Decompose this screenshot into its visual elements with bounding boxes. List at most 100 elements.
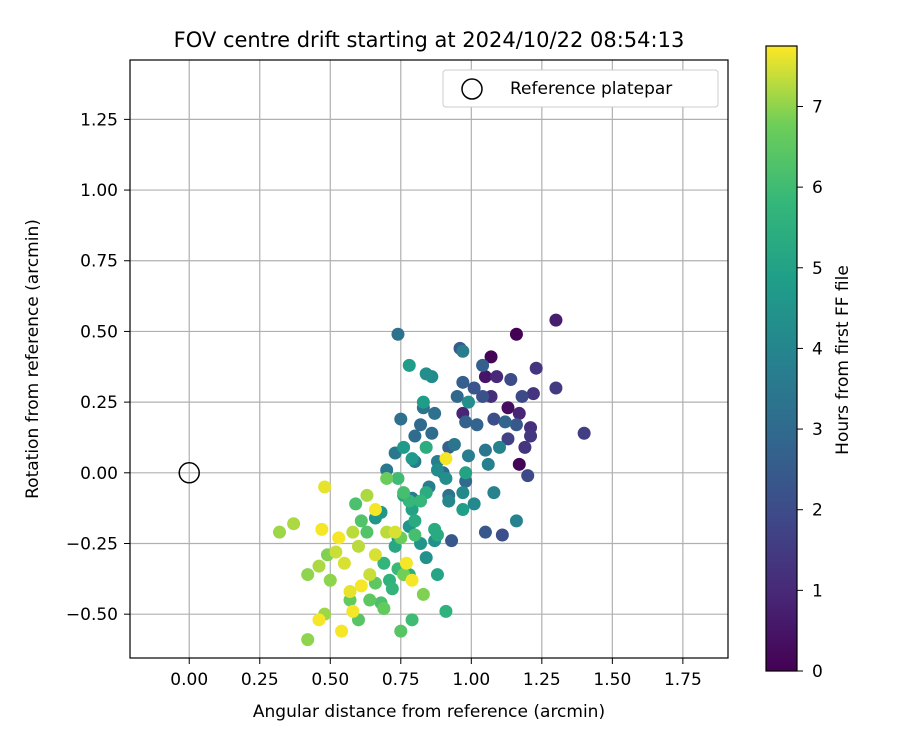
data-point — [335, 624, 349, 638]
legend[interactable]: Reference platepar — [442, 69, 719, 108]
data-point — [397, 486, 411, 500]
data-point — [445, 534, 459, 548]
data-point — [518, 440, 532, 454]
y-tick-label: −0.50 — [66, 605, 118, 625]
data-point — [529, 361, 543, 375]
plot-frame — [129, 59, 729, 659]
data-point — [419, 551, 433, 565]
data-point — [354, 579, 368, 593]
data-point — [459, 466, 473, 480]
data-point — [391, 327, 405, 341]
y-tick-label: 1.00 — [80, 181, 118, 201]
data-point — [456, 503, 470, 517]
data-point — [478, 443, 492, 457]
reference-marker — [178, 462, 200, 484]
data-point — [287, 517, 301, 531]
data-point — [498, 415, 512, 429]
data-point — [312, 613, 326, 627]
legend-reference-icon — [461, 78, 483, 100]
data-point — [450, 389, 464, 403]
data-point — [521, 469, 535, 483]
data-point — [515, 389, 529, 403]
data-point — [456, 375, 470, 389]
data-point — [439, 452, 453, 466]
data-point — [495, 528, 509, 542]
data-point — [354, 514, 368, 528]
y-tick-label: 0.00 — [80, 464, 118, 484]
data-point — [509, 327, 523, 341]
data-point — [467, 381, 481, 395]
data-point — [380, 471, 394, 485]
data-point — [332, 531, 346, 545]
data-point — [416, 587, 430, 601]
data-point — [414, 494, 428, 508]
data-point — [476, 358, 490, 372]
legend-entry-label: Reference platepar — [510, 79, 672, 99]
data-point — [405, 452, 419, 466]
data-point — [461, 449, 475, 463]
data-point — [419, 440, 433, 454]
data-point — [408, 514, 422, 528]
y-axis-label: Rotation from reference (arcmin) — [23, 219, 43, 499]
data-point — [329, 545, 343, 559]
x-tick-label: 1.50 — [593, 670, 631, 690]
data-point — [439, 604, 453, 618]
x-tick-label: 0.75 — [382, 670, 420, 690]
data-point — [487, 412, 501, 426]
data-point — [405, 573, 419, 587]
data-point — [414, 418, 428, 432]
colorbar-tick-label: 1 — [812, 581, 823, 601]
data-point — [493, 440, 507, 454]
data-point — [430, 463, 444, 477]
y-tick-label: 0.25 — [80, 393, 118, 413]
colorbar-ticks: 0 1 2 3 4 5 6 7 — [797, 97, 823, 682]
data-point — [470, 418, 484, 432]
data-point — [377, 556, 391, 570]
colorbar-tick-label: 5 — [812, 259, 823, 279]
data-point — [490, 370, 504, 384]
x-axis-label: Angular distance from reference (arcmin) — [253, 702, 605, 722]
data-point — [301, 633, 315, 647]
data-point — [512, 406, 526, 420]
data-point — [301, 568, 315, 582]
data-point — [512, 457, 526, 471]
x-tick-label: 1.75 — [664, 670, 702, 690]
data-point — [273, 525, 286, 539]
data-point — [408, 429, 422, 443]
data-point — [360, 488, 374, 502]
data-point — [476, 389, 490, 403]
data-point — [416, 395, 430, 409]
colorbar-label: Hours from first FF file — [833, 265, 853, 455]
data-point — [526, 387, 540, 401]
data-point — [397, 440, 411, 454]
data-point — [346, 604, 360, 618]
data-point — [447, 438, 461, 452]
data-point — [388, 525, 402, 539]
y-tick-label: 0.50 — [80, 322, 118, 342]
data-point — [419, 367, 433, 381]
data-point — [377, 602, 391, 616]
colorbar-tick-label: 6 — [812, 178, 823, 198]
data-point — [323, 573, 337, 587]
colorbar-tick-label: 3 — [812, 420, 823, 440]
data-point — [428, 406, 442, 420]
data-point — [402, 358, 416, 372]
colorbar-tick-label: 0 — [812, 662, 823, 682]
data-point — [363, 568, 377, 582]
data-point — [363, 593, 377, 607]
data-point — [315, 522, 329, 536]
data-point — [442, 494, 456, 508]
data-point — [425, 426, 439, 440]
data-point — [399, 556, 413, 570]
x-tick-label: 0.25 — [241, 670, 279, 690]
data-point — [391, 471, 405, 485]
data-point — [487, 486, 501, 500]
y-tick-label: −0.25 — [66, 534, 118, 554]
data-point — [509, 418, 523, 432]
x-tick-label: 0.50 — [311, 670, 349, 690]
data-point — [478, 525, 492, 539]
colorbar-gradient — [766, 46, 797, 671]
data-point — [368, 548, 382, 562]
data-point — [408, 528, 422, 542]
